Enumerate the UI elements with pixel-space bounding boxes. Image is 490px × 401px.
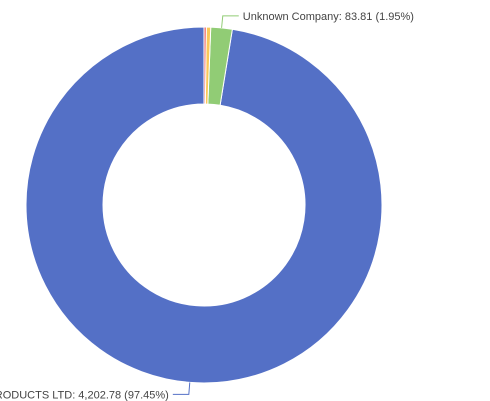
leader-line-unknown-company bbox=[221, 15, 239, 28]
slice-other-3[interactable] bbox=[203, 26, 207, 105]
leader-line-dsm-nutritional-products-ltd bbox=[172, 382, 191, 395]
slices-layer bbox=[25, 26, 383, 384]
slice-dsm-nutritional-products-ltd[interactable] bbox=[25, 26, 383, 384]
labels-layer: DSM NUTRITIONAL PRODUCTS LTD: 4,202.78 (… bbox=[0, 11, 414, 401]
slice-label-dsm-nutritional-products-ltd: DSM NUTRITIONAL PRODUCTS LTD: 4,202.78 (… bbox=[0, 389, 169, 401]
slice-label-unknown-company: Unknown Company: 83.81 (1.95%) bbox=[243, 11, 414, 23]
